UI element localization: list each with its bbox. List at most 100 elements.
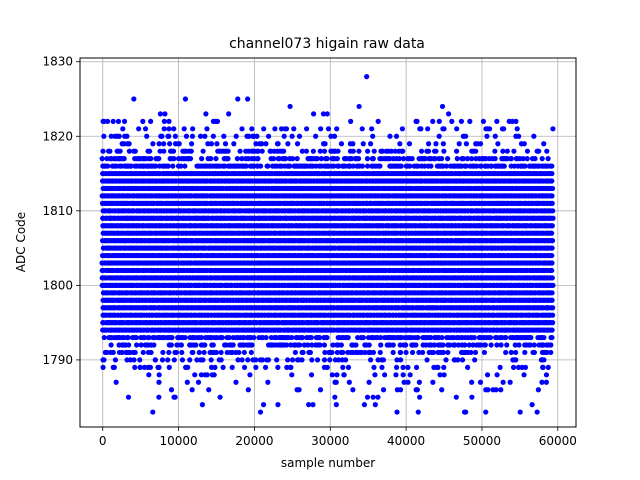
data-point-144 — [194, 357, 200, 363]
data-point-128 — [540, 364, 546, 370]
data-point-18 — [189, 387, 195, 393]
data-point-121 — [465, 364, 471, 370]
data-point-111 — [371, 364, 377, 370]
data-point-108 — [324, 364, 330, 370]
data-point-165 — [309, 357, 315, 363]
data-point-55 — [539, 379, 545, 385]
data-point-173 — [367, 357, 374, 363]
data-point-167 — [321, 357, 328, 363]
data-point-391 — [466, 342, 472, 348]
data-point-7 — [372, 402, 378, 408]
data-point-469 — [219, 334, 225, 341]
data-point-58 — [156, 372, 162, 378]
data-point-14 — [417, 394, 423, 400]
data-point-281 — [522, 349, 528, 356]
data-point-197 — [119, 349, 125, 356]
data-point-215 — [201, 349, 207, 356]
data-point-150 — [235, 357, 241, 363]
data-point-37 — [113, 379, 119, 385]
data-point-56 — [543, 379, 549, 385]
data-point-260 — [416, 349, 422, 356]
data-point-79 — [484, 372, 491, 378]
data-point-301 — [151, 342, 157, 348]
data-point-45 — [346, 379, 352, 385]
data-point-19 — [206, 387, 212, 393]
data-point-124 — [515, 364, 522, 370]
data-point-20 — [245, 387, 251, 393]
data-point-66 — [289, 372, 295, 378]
data-point-60 — [198, 372, 204, 378]
data-point-231 — [300, 349, 306, 356]
data-point-452 — [182, 334, 188, 341]
data-point-44 — [333, 379, 339, 385]
data-point-584 — [487, 334, 494, 341]
data-point-67 — [308, 372, 315, 378]
data-point-71 — [341, 372, 347, 378]
data-point-257 — [397, 349, 404, 356]
data-point-170 — [336, 357, 342, 363]
data-point-74 — [393, 372, 399, 378]
data-point-2177 — [549, 297, 555, 303]
data-point-46 — [366, 379, 372, 385]
data-point-228 — [248, 349, 254, 356]
data-point-303 — [168, 342, 174, 348]
data-point-447 — [169, 334, 175, 341]
data-point-36 — [535, 387, 541, 393]
data-point-123 — [510, 364, 517, 370]
data-point-295 — [134, 342, 140, 348]
data-point-576 — [471, 334, 477, 341]
data-point-276 — [472, 349, 479, 356]
data-point-526 — [360, 334, 367, 341]
data-point-113 — [393, 364, 400, 370]
data-point-59 — [192, 372, 198, 378]
data-point-103 — [275, 364, 281, 370]
data-point-72 — [372, 372, 378, 378]
data-point-511 — [317, 334, 323, 341]
data-point-503 — [299, 334, 305, 341]
data-points — [99, 74, 556, 415]
data-point-1864 — [550, 305, 556, 311]
data-point-147 — [208, 357, 214, 363]
data-point-374 — [413, 342, 419, 348]
data-point-68 — [329, 372, 335, 378]
data-point-39 — [184, 379, 190, 385]
data-point-278 — [503, 349, 509, 356]
data-point-234 — [322, 349, 328, 356]
data-point-605 — [528, 334, 534, 341]
data-point-259 — [409, 349, 416, 356]
data-point-401 — [504, 342, 510, 348]
data-point-304 — [174, 342, 180, 348]
data-point-132 — [112, 357, 119, 363]
data-point-387 — [452, 342, 458, 348]
data-point-288 — [548, 349, 554, 356]
data-point-143 — [187, 357, 193, 363]
data-point-277 — [481, 349, 488, 356]
data-point-400 — [498, 342, 504, 348]
data-point-116 — [413, 364, 420, 370]
data-point-238 — [334, 349, 340, 356]
data-point-287 — [544, 349, 550, 356]
data-point-392 — [470, 342, 476, 348]
data-point-269 — [445, 349, 451, 356]
data-point-279 — [508, 349, 514, 356]
data-point-1238 — [550, 320, 556, 326]
data-point-296 — [138, 342, 144, 348]
data-point-3742 — [549, 260, 555, 266]
data-point-80 — [494, 372, 500, 378]
data-point-152 — [245, 357, 251, 363]
data-point-590 — [503, 334, 509, 341]
data-point-2 — [517, 409, 523, 415]
data-point-558 — [428, 334, 434, 341]
data-point-435 — [146, 334, 152, 341]
data-point-82 — [543, 372, 550, 378]
data-point-188 — [513, 357, 519, 363]
data-point-315 — [210, 342, 216, 348]
data-point-241 — [340, 349, 346, 356]
data-point-321 — [230, 342, 236, 348]
data-point-395 — [478, 342, 484, 348]
data-point-233 — [307, 349, 314, 356]
data-point-254 — [377, 349, 383, 356]
data-point-383 — [440, 342, 446, 348]
data-point-399 — [494, 342, 500, 348]
